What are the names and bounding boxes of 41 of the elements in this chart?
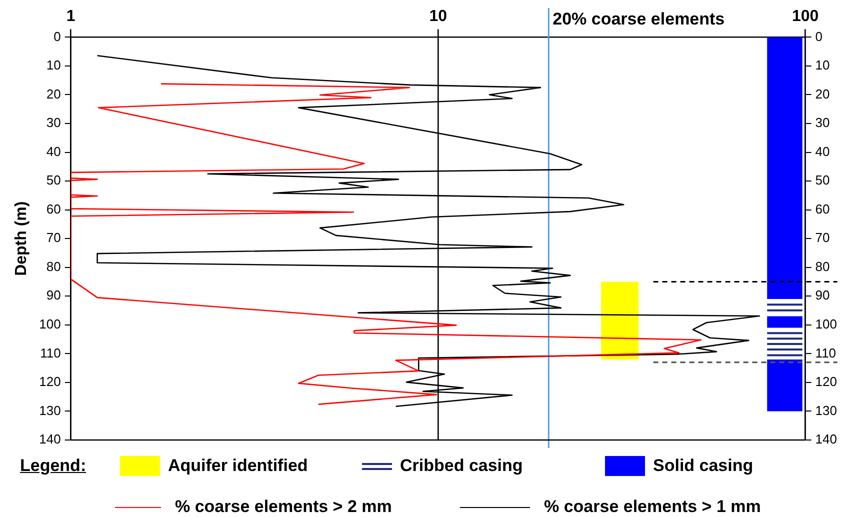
x-tick-label: 1 (66, 8, 76, 26)
legend-label: % coarse elements > 2 mm (175, 497, 392, 517)
y-tick-label: 130 (39, 402, 61, 418)
y-tick-label: 140 (39, 432, 61, 447)
ref-line-label: 20% coarse elements (552, 10, 725, 29)
y2-tick-label: 120 (815, 374, 838, 390)
y-tick-label: 20 (46, 86, 61, 102)
y2-tick-label: 30 (815, 115, 830, 130)
legend-label: % coarse elements > 1 mm (544, 497, 761, 517)
legend-label: Solid casing (653, 456, 754, 476)
y-tick-label: 40 (46, 144, 61, 159)
legend-label: Aquifer identified (168, 456, 308, 476)
y-tick-label: 70 (46, 230, 61, 246)
x-tick-label: 10 (429, 8, 448, 26)
y2-tick-label: 130 (815, 402, 838, 418)
y2-tick-label: 20 (815, 86, 830, 102)
y-tick-label: 100 (39, 316, 61, 332)
y2-tick-label: 110 (815, 345, 836, 360)
y2-tick-label: 10 (815, 58, 830, 73)
y2-tick-label: 60 (815, 201, 830, 216)
y-tick-label: 110 (40, 345, 61, 360)
y-tick-label: 30 (46, 115, 61, 130)
legend-title: Legend: (20, 456, 86, 476)
y-tick-label: 90 (46, 288, 61, 303)
y2-tick-label: 90 (815, 288, 830, 303)
y-tick-label: 0 (54, 28, 61, 44)
y-tick-label: 50 (46, 172, 61, 188)
legend-label: Cribbed casing (400, 456, 523, 476)
y2-tick-label: 70 (815, 230, 830, 246)
y-tick-label: 80 (46, 258, 61, 274)
y2-tick-label: 50 (815, 172, 830, 188)
y-axis-title: Depth (m) (13, 201, 30, 276)
y2-tick-label: 100 (815, 316, 838, 332)
y2-tick-label: 140 (815, 432, 838, 447)
y-tick-label: 10 (46, 58, 61, 73)
y-tick-label: 60 (46, 201, 61, 216)
y2-tick-label: 40 (815, 144, 830, 159)
x-tick-label: 100 (792, 8, 819, 26)
y2-tick-label: 0 (815, 28, 823, 44)
y2-tick-label: 80 (815, 258, 830, 274)
y-tick-label: 120 (39, 374, 61, 390)
